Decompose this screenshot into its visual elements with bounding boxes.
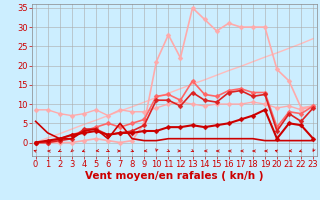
- X-axis label: Vent moyen/en rafales ( kn/h ): Vent moyen/en rafales ( kn/h ): [85, 171, 264, 181]
